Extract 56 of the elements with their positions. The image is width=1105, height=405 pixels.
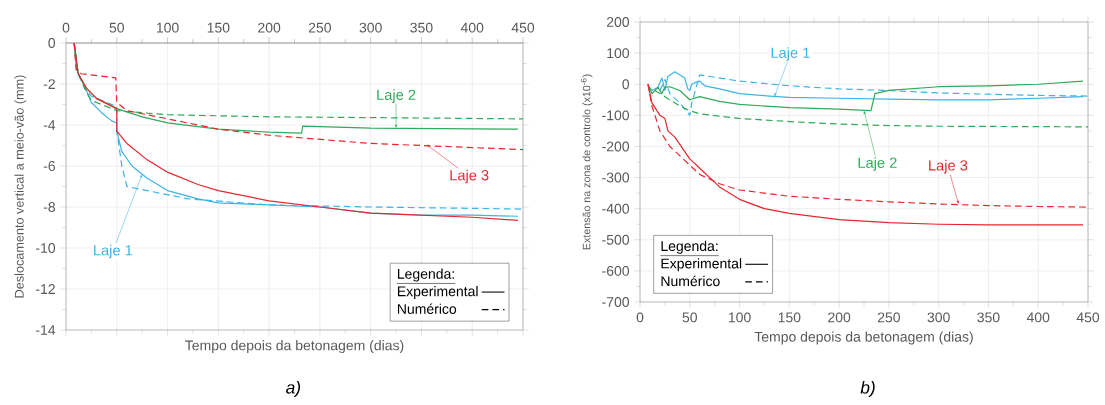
annotation: Laje 2 (858, 157, 897, 171)
x2-tick-label: 250 (308, 22, 332, 33)
y-tick-label: -300 (602, 172, 630, 183)
y-tick-label: -2 (43, 79, 55, 89)
legend-title: Legenda: (397, 268, 454, 282)
x-tick-label: 150 (778, 312, 801, 323)
x2-tick-label: 400 (460, 22, 484, 33)
y-tick-label: -10 (36, 243, 56, 253)
y-tick-label: 200 (606, 17, 630, 27)
x-tick-label: 450 (1076, 312, 1100, 323)
x-axis-title: Tempo depois da betonagem (dias) (754, 331, 973, 345)
y-tick-label: -600 (602, 265, 630, 276)
legend-title: Legenda: (661, 240, 718, 254)
annotation: Numérico (661, 275, 720, 287)
x2-tick-label: 200 (258, 22, 281, 33)
x-tick-label: 100 (728, 312, 751, 323)
y-axis-title: Deslocamento vertical a meio-vão (mm) (14, 75, 27, 298)
x2-tick-label: 150 (207, 22, 230, 33)
annotation: Laje 2 (377, 89, 416, 103)
x2-tick-label: 50 (109, 22, 125, 33)
annotation: Laje 1 (94, 244, 133, 259)
annotation: Experimental (397, 286, 478, 300)
text: a) (286, 380, 301, 398)
annotation: Laje 3 (929, 159, 968, 174)
y-tick-label: -400 (602, 203, 630, 214)
y-axis-title: Extensão na zona de controlo (x10$^{-6}$) (580, 74, 593, 250)
y-tick-label: -6 (43, 161, 55, 171)
x-tick-label: 50 (682, 312, 698, 323)
x2-tick-label: 450 (511, 22, 535, 33)
y-tick-label: 0 (622, 79, 630, 90)
y-tick-label: 0 (48, 38, 56, 48)
y-tick-label: 100 (607, 48, 630, 59)
y-tick-label: -500 (602, 234, 630, 245)
y-tick-label: -100 (602, 110, 630, 121)
annotation: Laje 1 (771, 47, 810, 61)
x2-tick-label: 100 (156, 22, 179, 33)
x2-tick-label: 350 (410, 22, 433, 33)
x-axis-title: Tempo depois da betonagem (dias) (185, 340, 404, 354)
annotation: Numérico (397, 303, 457, 314)
annotation: Experimental (661, 258, 742, 272)
x-tick-label: 350 (977, 312, 1000, 323)
y-tick-label: -8 (43, 202, 55, 212)
y-tick-label: -14 (36, 325, 56, 335)
x-tick-label: 0 (636, 312, 644, 323)
text: b) (860, 380, 875, 398)
y-tick-label: -12 (36, 284, 55, 294)
x-tick-label: 300 (927, 312, 950, 323)
x-tick-label: 200 (828, 312, 851, 323)
x-tick-label: 250 (877, 312, 901, 323)
y-tick-label: -200 (602, 141, 630, 152)
x2-tick-label: 0 (62, 22, 70, 33)
annotation: Laje 3 (450, 169, 489, 184)
y-tick-label: -4 (43, 120, 56, 130)
x2-tick-label: 300 (359, 22, 382, 33)
x-tick-label: 400 (1026, 312, 1050, 323)
y-tick-label: -700 (602, 297, 630, 307)
